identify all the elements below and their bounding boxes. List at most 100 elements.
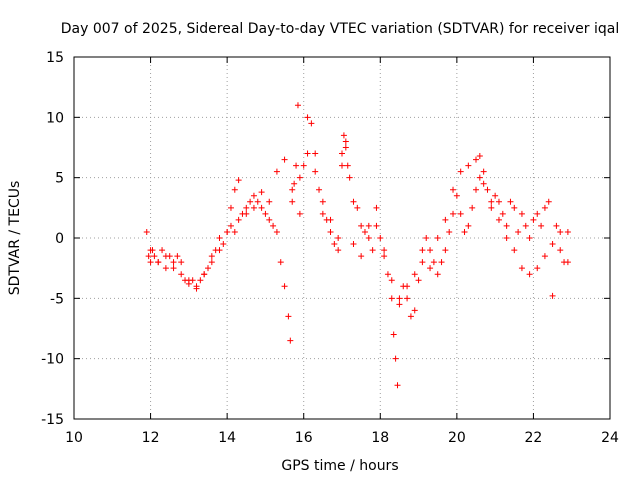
x-tick-label: 20 <box>448 430 466 446</box>
data-point <box>450 210 457 217</box>
data-point <box>534 210 541 217</box>
data-point <box>442 247 449 254</box>
y-tick-label: -10 <box>41 352 64 368</box>
data-point <box>197 277 204 284</box>
y-axis-label: SDTVAR / TECUs <box>7 181 23 296</box>
data-point <box>526 235 533 241</box>
data-point <box>285 313 292 320</box>
data-point <box>250 192 257 199</box>
data-point <box>473 156 479 163</box>
data-point <box>174 253 181 260</box>
data-point <box>427 265 434 272</box>
data-point <box>147 247 154 254</box>
data-point <box>342 144 349 151</box>
data-point <box>457 210 464 217</box>
data-point <box>243 210 250 217</box>
data-point <box>526 271 533 278</box>
data-point <box>434 271 441 278</box>
data-point <box>407 313 414 320</box>
data-point <box>216 235 223 241</box>
data-point <box>308 120 315 127</box>
data-point <box>289 198 296 205</box>
data-point <box>339 162 345 169</box>
data-point <box>170 259 177 266</box>
data-point <box>254 198 261 205</box>
y-tick-label: 15 <box>46 50 64 66</box>
data-point <box>258 204 265 211</box>
x-tick-label: 14 <box>218 430 236 446</box>
data-point <box>354 204 361 211</box>
data-point <box>231 186 238 193</box>
data-point <box>515 228 522 235</box>
data-point <box>304 150 311 157</box>
data-point <box>339 150 345 157</box>
data-point <box>151 253 158 260</box>
data-point <box>473 186 479 193</box>
data-point <box>369 247 376 254</box>
x-tick-label: 18 <box>371 430 389 446</box>
data-point <box>518 265 525 272</box>
data-point <box>358 253 365 260</box>
data-point <box>312 150 319 157</box>
data-point <box>319 198 326 205</box>
data-point <box>155 259 162 266</box>
data-point <box>404 295 411 302</box>
data-point <box>541 204 548 211</box>
data-point <box>534 265 541 272</box>
data-point <box>235 177 242 184</box>
data-point <box>511 204 518 211</box>
data-point <box>277 259 284 266</box>
data-point <box>344 162 351 169</box>
data-point <box>381 247 388 254</box>
data-point <box>503 222 510 229</box>
data-point <box>266 198 273 205</box>
data-point <box>224 228 231 235</box>
data-point <box>373 204 380 211</box>
data-point <box>507 198 514 205</box>
y-tick-label: -5 <box>50 291 64 307</box>
data-point <box>262 210 269 217</box>
data-point <box>227 204 234 211</box>
data-point <box>346 174 353 181</box>
data-point <box>331 241 338 248</box>
y-tick-label: 10 <box>46 110 64 126</box>
data-point <box>511 247 518 254</box>
data-point <box>427 247 434 254</box>
data-point <box>499 210 506 217</box>
data-point <box>396 295 403 302</box>
data-point <box>335 247 342 254</box>
data-point <box>541 253 548 260</box>
data-point <box>488 198 495 205</box>
x-tick-label: 22 <box>525 430 543 446</box>
data-point <box>159 247 166 254</box>
data-point <box>287 337 294 344</box>
data-point <box>495 216 502 223</box>
data-point <box>465 162 472 169</box>
data-point <box>396 301 403 308</box>
data-point <box>340 132 347 139</box>
data-point <box>319 210 326 217</box>
data-point <box>162 265 169 272</box>
data-point <box>442 216 449 223</box>
data-point <box>438 259 445 266</box>
data-point <box>312 168 319 175</box>
data-point <box>361 228 368 235</box>
data-point <box>388 295 395 302</box>
data-point <box>145 253 152 260</box>
data-point <box>476 152 483 159</box>
data-point <box>327 216 334 223</box>
data-point <box>411 307 418 314</box>
data-point <box>335 235 342 241</box>
data-point <box>518 210 525 217</box>
x-tick-labels: 10 12 14 16 18 20 22 24 <box>65 430 619 446</box>
x-axis-label: GPS time / hours <box>281 458 398 474</box>
data-point <box>553 222 560 229</box>
data-point <box>492 192 499 199</box>
data-point <box>457 168 464 175</box>
y-tick-label: 0 <box>55 231 64 247</box>
data-point <box>231 228 238 235</box>
data-point <box>392 355 399 362</box>
data-point <box>293 162 300 169</box>
data-point <box>296 210 303 217</box>
